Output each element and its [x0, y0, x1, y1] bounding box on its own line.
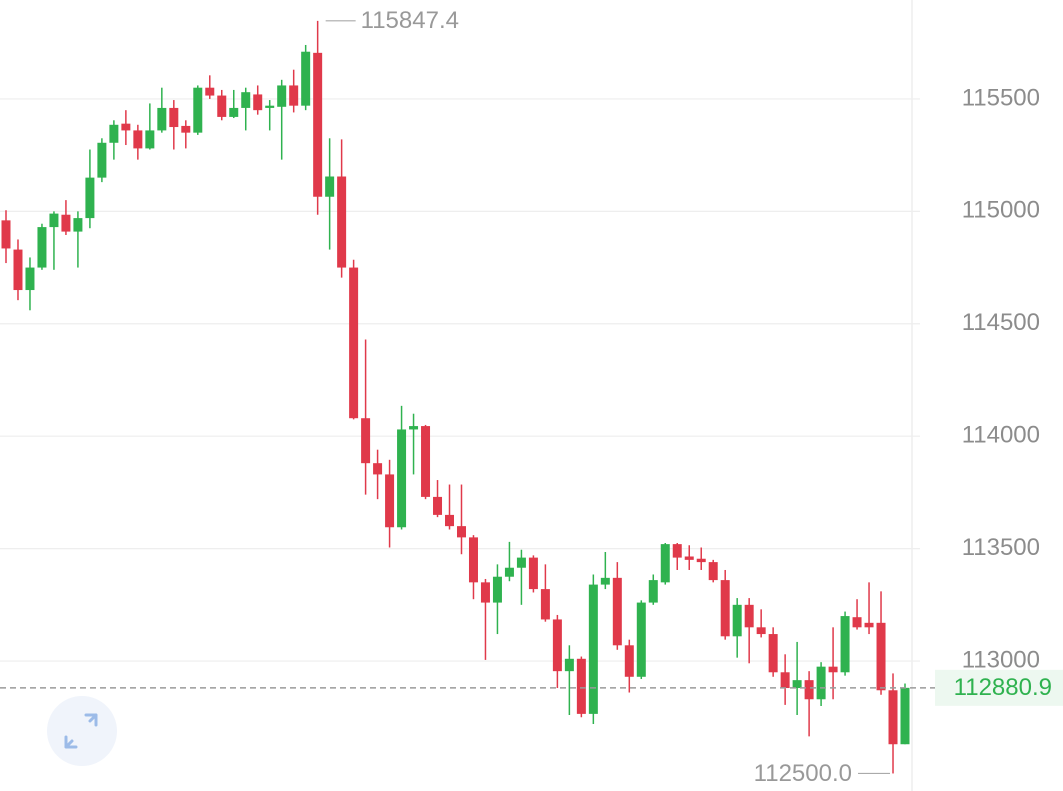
candle-body [337, 176, 347, 268]
candle-body [852, 617, 862, 628]
candle-body [1, 220, 11, 249]
candle-body [49, 213, 59, 228]
candle-body [325, 176, 335, 197]
candle-body [528, 557, 538, 590]
candle-body [480, 582, 490, 603]
candle-body [720, 580, 730, 637]
candle-body [13, 249, 23, 291]
candle-body [684, 556, 694, 560]
candle-body [744, 604, 754, 628]
candle-body [145, 130, 155, 149]
candle-body [864, 622, 874, 628]
y-tick-label: 114500 [962, 309, 1040, 336]
candle-body [109, 124, 119, 143]
last-price-bg [935, 669, 1063, 706]
candle-body [876, 622, 886, 691]
y-tick-label: 113500 [962, 534, 1040, 561]
y-tick-label: 115500 [962, 84, 1040, 111]
y-tick-label: 115000 [962, 197, 1040, 224]
candle-body [433, 496, 443, 515]
candle-body [768, 634, 778, 673]
candle-body [361, 418, 371, 464]
candle-body [445, 514, 455, 527]
candle-body [804, 680, 814, 700]
candle-body [468, 537, 478, 583]
candle-body [169, 107, 179, 128]
candle-body [828, 666, 838, 673]
candle-body [241, 92, 251, 108]
min-label: 112500.0 [754, 760, 852, 787]
candle-body [636, 602, 646, 677]
candle-body [289, 85, 299, 106]
candle-body [696, 558, 706, 563]
candle-body [456, 526, 466, 538]
candle-body [265, 105, 275, 108]
candle-body [588, 584, 598, 714]
candle-body [421, 426, 431, 497]
candle-body [181, 125, 191, 133]
expand-button-bg[interactable] [47, 696, 117, 766]
candle-body [313, 52, 323, 197]
candle-body [157, 107, 167, 131]
candle-body [25, 267, 35, 291]
candle-body [277, 85, 287, 107]
candle-body [504, 567, 514, 577]
candle-body [301, 51, 311, 106]
expand-button[interactable] [47, 696, 117, 766]
candle-body [708, 562, 718, 581]
candle-body [576, 658, 586, 714]
max-label: 115847.4 [361, 7, 459, 34]
y-tick-label: 113000 [962, 646, 1040, 673]
candle-body [492, 576, 502, 603]
candle-body [73, 218, 83, 232]
candle-body [672, 544, 682, 558]
expand-icon[interactable] [64, 713, 98, 749]
candle-body [564, 658, 574, 672]
candle-body [612, 577, 622, 646]
candle-body [193, 87, 203, 133]
candle-body [648, 580, 658, 603]
candle-body [888, 690, 898, 745]
candle-body [217, 95, 227, 117]
candle-body [660, 544, 670, 583]
candle-body [373, 463, 383, 475]
candle-body [600, 577, 610, 585]
y-tick-label: 114000 [962, 422, 1040, 449]
candle-body [121, 123, 131, 131]
candle-body [205, 87, 215, 96]
candle-body [516, 557, 526, 568]
candle-body [780, 672, 790, 689]
candle-body [349, 267, 359, 419]
candle-body [840, 616, 850, 673]
candle-body [756, 627, 766, 635]
candle-body [409, 426, 419, 430]
candle-body [397, 429, 407, 528]
candle-body [85, 177, 95, 219]
last-price-label: 112880.9 [954, 674, 1052, 701]
candle-body [97, 142, 107, 178]
candle-body [37, 227, 47, 268]
candle-body [732, 604, 742, 637]
candle-body [816, 666, 826, 700]
candle-body [624, 645, 634, 677]
candle-body [900, 687, 910, 745]
candle-body [792, 680, 802, 689]
candle-body [61, 214, 71, 232]
candle-body [253, 94, 263, 111]
candle-body [229, 107, 239, 117]
candle-body [133, 130, 143, 149]
candle-body [385, 474, 395, 528]
candle-body [552, 619, 562, 672]
candle-body [540, 589, 550, 620]
